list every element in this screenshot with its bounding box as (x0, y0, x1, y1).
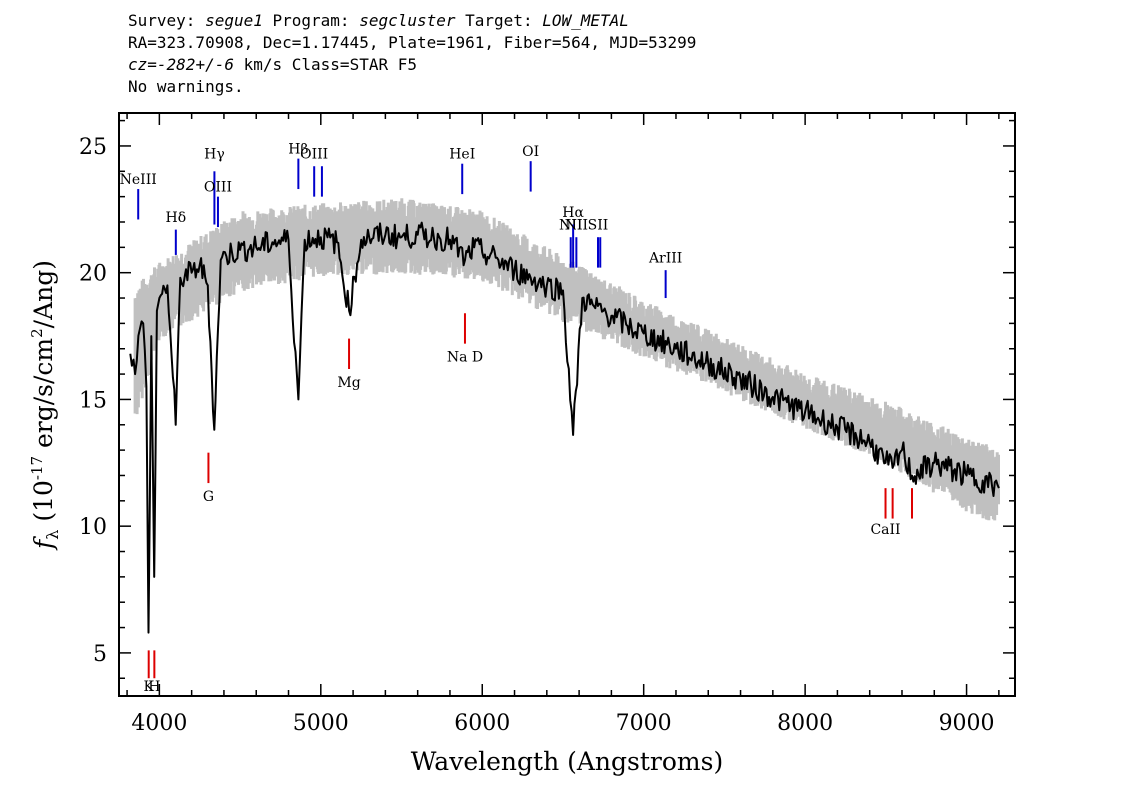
survey-label: Survey: (128, 11, 206, 30)
y-axis-label-pre: (10 (29, 480, 58, 530)
absorption-line-label: Mg (337, 375, 360, 391)
emission-line-label: NII (559, 218, 582, 234)
emission-line-label: OIII (300, 147, 328, 163)
flux-line (129, 221, 1000, 634)
survey-value: segue1 (205, 11, 263, 30)
x-tick-label: 9000 (939, 711, 995, 736)
emission-line-label: OI (522, 144, 539, 160)
emission-line-label: Hδ (166, 210, 187, 226)
y-axis-label-main: f (29, 536, 58, 551)
x-axis-label: Wavelength (Angstroms) (411, 747, 723, 776)
y-tick-label: 25 (79, 135, 107, 160)
emission-line-label: OIII (204, 180, 232, 196)
emission-line-label: Hβ (288, 142, 308, 158)
y-axis-label-exp2: 2 (28, 328, 46, 338)
plot-frame (118, 112, 1016, 697)
axes-layer: 4000 5000 6000 7000 8000 9000 5 10 15 20 25 (79, 112, 1016, 736)
header-line-survey: Survey: segue1 Program: segcluster Targe… (128, 10, 696, 32)
absorption-line-label: H (148, 679, 160, 695)
header-line-warnings: No warnings. (128, 77, 244, 96)
x-tick-label: 8000 (777, 711, 833, 736)
emission-line-label: NeIII (120, 172, 157, 188)
emission-line-label: Hα (562, 205, 584, 221)
y-axis-label-end: /Ang) (29, 260, 58, 328)
y-tick-label: 5 (93, 642, 107, 667)
program-value: segcluster (359, 11, 456, 30)
y-tick-label: 10 (79, 515, 107, 540)
y-axis-label: fλ (10-17 erg/s/cm2/Ang) (28, 260, 62, 551)
y-tick-label: 15 (79, 388, 107, 413)
target-label: Target: (455, 11, 543, 30)
cz-value: -282+/-6 (156, 55, 234, 74)
x-tick-label: 7000 (616, 711, 672, 736)
emission-line-label: HeI (449, 147, 475, 163)
emission-line-label: SII (588, 218, 609, 234)
y-axis-label-post: erg/s/cm (29, 338, 58, 456)
emission-line-label: Hγ (204, 147, 225, 163)
target-value: LOW_METAL (542, 11, 629, 30)
y-axis-label-exp: -17 (28, 456, 46, 480)
absorption-line-label: Na D (447, 349, 483, 365)
absorption-line-label: CaII (870, 522, 900, 538)
y-tick-label: 20 (79, 262, 107, 287)
header-line-redshift: cz=-282+/-6 km/s Class=STAR F5 (128, 54, 696, 76)
flux-layer (129, 221, 1000, 634)
x-tick-label: 5000 (293, 711, 349, 736)
x-tick-label: 4000 (131, 711, 187, 736)
absorption-line-label: G (203, 489, 214, 505)
y-axis-label-sub: λ (43, 530, 62, 540)
x-tick-label: 6000 (454, 711, 510, 736)
header-line-coordinates: RA=323.70908, Dec=1.17445, Plate=1961, F… (128, 33, 697, 52)
absorption-line-label: K (143, 679, 154, 695)
emission-line-label: ArIII (648, 251, 682, 267)
program-label: Program: (262, 11, 360, 30)
cz-label: cz= (128, 55, 157, 74)
emission-line-label: NII (565, 218, 588, 234)
spectrum-header: Survey: segue1 Program: segcluster Targe… (128, 10, 696, 98)
class-text: km/s Class=STAR F5 (233, 55, 417, 74)
